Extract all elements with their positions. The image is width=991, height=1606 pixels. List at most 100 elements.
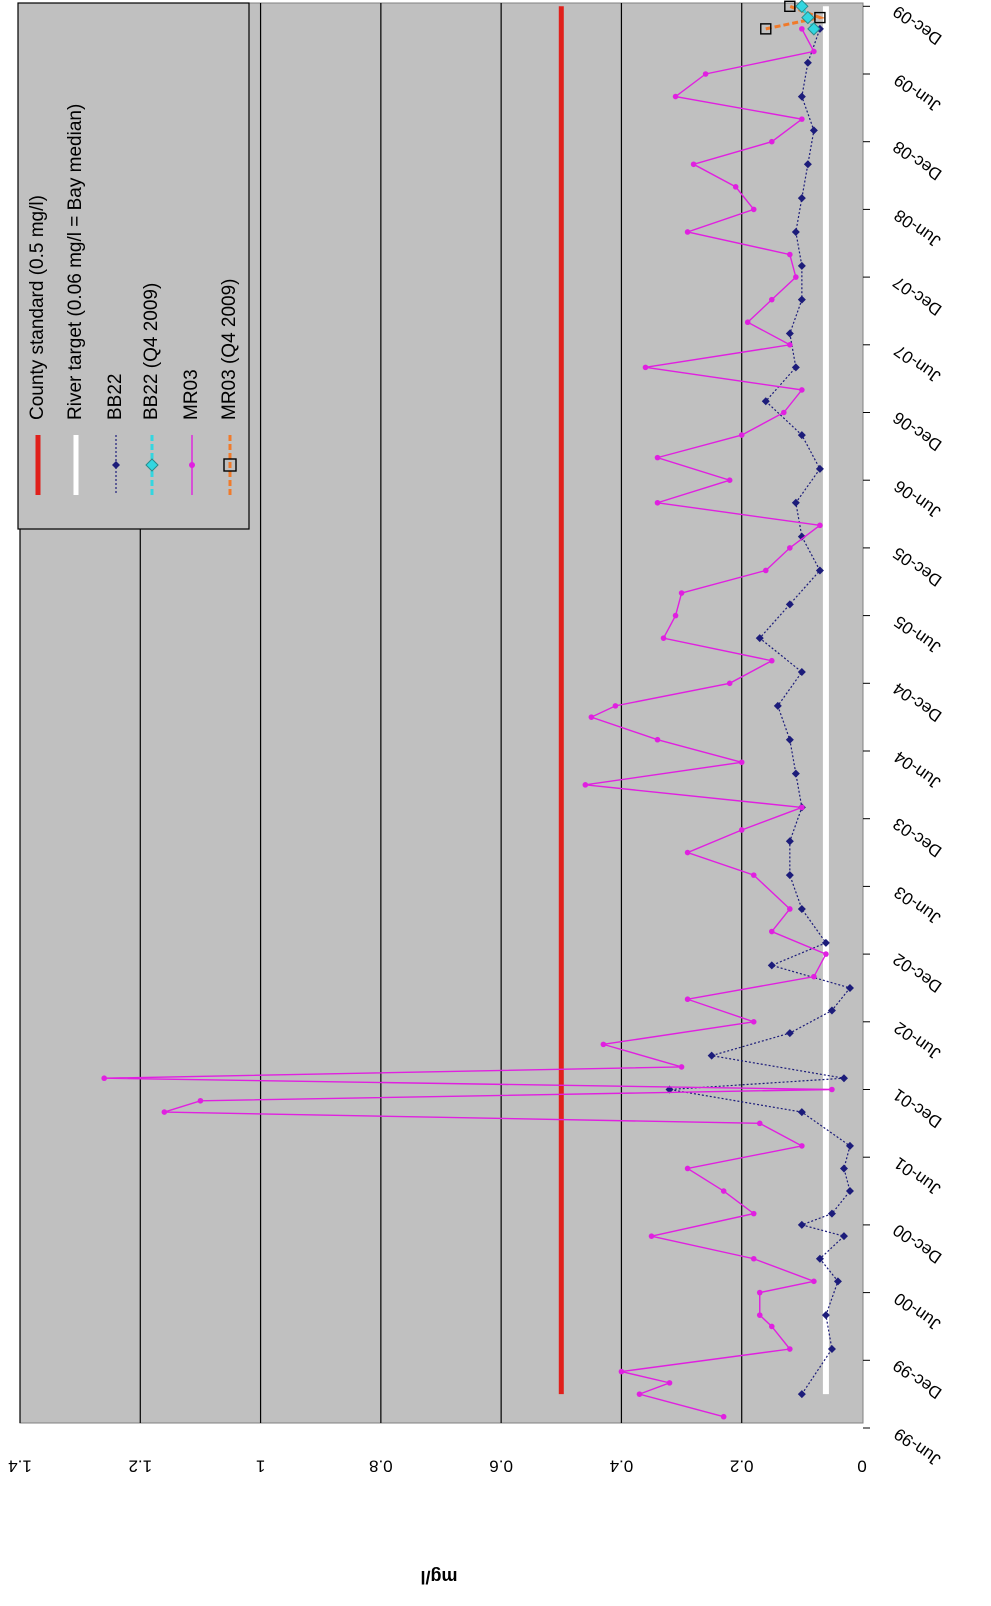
mr03-point <box>636 1391 643 1397</box>
bb22-q4-series <box>795 0 821 36</box>
bb22-point <box>791 363 800 372</box>
bb22-point <box>815 464 824 473</box>
mr03-point <box>678 590 685 596</box>
legend-entry: County standard (0.5 mg/l) <box>27 195 48 495</box>
bb22-point <box>839 1074 848 1083</box>
bb22-point <box>767 961 776 970</box>
bb22-point <box>785 329 794 338</box>
mr03-point <box>684 1165 691 1172</box>
mr03-point <box>720 1413 727 1420</box>
bb22-point <box>845 1187 854 1196</box>
bb22-point <box>845 983 854 992</box>
mr03-point <box>732 184 739 190</box>
bb22-point <box>797 1220 806 1229</box>
mr03-point <box>720 1188 727 1194</box>
x-tick-label: Jun-05 <box>891 612 944 657</box>
legend-marker <box>189 462 195 468</box>
bb22-point <box>797 1390 806 1399</box>
mr03-point <box>781 409 787 416</box>
mr03-point <box>750 206 757 213</box>
mr03-point <box>672 93 679 100</box>
mr03-point <box>799 804 805 811</box>
bb22-point <box>803 160 812 169</box>
bb22-point <box>785 735 794 744</box>
bb22-point <box>785 1029 794 1038</box>
x-tick-label: Dec-02 <box>890 949 946 996</box>
x-tick-label: Jun-03 <box>891 883 944 928</box>
mr03-point <box>666 1380 673 1386</box>
mr03-point <box>660 635 667 641</box>
mr03-point <box>750 1255 757 1262</box>
bb22-point <box>827 1006 836 1015</box>
legend-marker <box>223 458 237 472</box>
x-tick-label: Jun-02 <box>891 1018 944 1063</box>
mr03-series <box>101 26 835 1420</box>
bb22-point <box>815 566 824 575</box>
legend-marker <box>145 458 159 472</box>
x-tick-label: Dec-09 <box>890 2 946 49</box>
bb22-point <box>821 938 830 947</box>
mr03-point <box>829 1086 835 1093</box>
mr03-point <box>744 319 751 326</box>
legend-label: MR03 <box>181 369 202 420</box>
mr03-point <box>738 432 745 438</box>
x-tick-label: Dec-99 <box>890 1356 946 1403</box>
grid-lines <box>19 3 743 1423</box>
mr03-point <box>799 116 805 122</box>
mr03-point <box>756 1312 763 1318</box>
bb22-point <box>803 58 812 67</box>
y-axis-ticks: 0 0.2 0.4 0.6 0.8 1 1.2 1.4 <box>8 1457 867 1476</box>
bb22-point <box>785 871 794 880</box>
mr03-point <box>612 703 619 709</box>
x-tick-label: Jun-04 <box>891 747 944 792</box>
bb22-point <box>755 634 764 643</box>
legend-label: BB22 <box>105 374 126 420</box>
x-tick-label: Jun-09 <box>891 70 944 115</box>
mr03-point <box>787 342 793 348</box>
bb22-point <box>791 498 800 507</box>
bb22-point <box>791 769 800 778</box>
x-tick-label: Dec-01 <box>890 1085 946 1132</box>
mr03-point <box>738 759 745 766</box>
mr03-point <box>684 849 691 856</box>
mr03-point <box>787 1346 793 1352</box>
mr03-point <box>582 782 589 788</box>
mr03-point <box>642 364 649 371</box>
mr03-point <box>161 1109 168 1115</box>
mr03-point <box>600 1041 607 1048</box>
x-tick-label: Jun-01 <box>891 1153 944 1198</box>
bb22-point <box>797 532 806 541</box>
bb22-point <box>815 1254 824 1263</box>
mr03-point <box>726 477 733 484</box>
x-tick-label: Dec-06 <box>890 408 946 455</box>
bb22-point <box>785 600 794 609</box>
mr03-point <box>768 928 775 935</box>
mr03-q4-point <box>760 23 772 35</box>
mr03-point <box>823 951 829 957</box>
mr03-point <box>768 296 775 303</box>
mr03-point <box>588 714 595 720</box>
mr03-point <box>750 872 757 878</box>
bb22-point <box>773 701 782 710</box>
bb22-point <box>797 904 806 913</box>
bb22-q4-point <box>807 22 821 36</box>
y-tick-label: 1.2 <box>128 1457 152 1476</box>
mr03-point <box>726 680 733 687</box>
mr03-point <box>750 1210 757 1217</box>
mr03-point <box>678 1064 685 1070</box>
x-tick-label: Dec-03 <box>890 814 946 861</box>
mr03-point <box>811 973 817 980</box>
legend-label: MR03 (Q4 2009) <box>219 278 240 420</box>
bb22-point <box>839 1232 848 1241</box>
x-tick-label: Jun-06 <box>891 476 944 521</box>
y-tick-label: 0.8 <box>369 1457 393 1476</box>
bb22-point <box>797 194 806 203</box>
x-tick-label: Jun-00 <box>891 1289 944 1334</box>
mr03-point <box>787 906 793 912</box>
bb22-point <box>797 295 806 304</box>
bb22-q4-point <box>795 0 809 14</box>
y-tick-label: 1 <box>256 1457 265 1476</box>
bb22-point <box>797 431 806 440</box>
x-tick-label: Dec-04 <box>890 679 946 726</box>
mr03-point <box>654 736 661 743</box>
